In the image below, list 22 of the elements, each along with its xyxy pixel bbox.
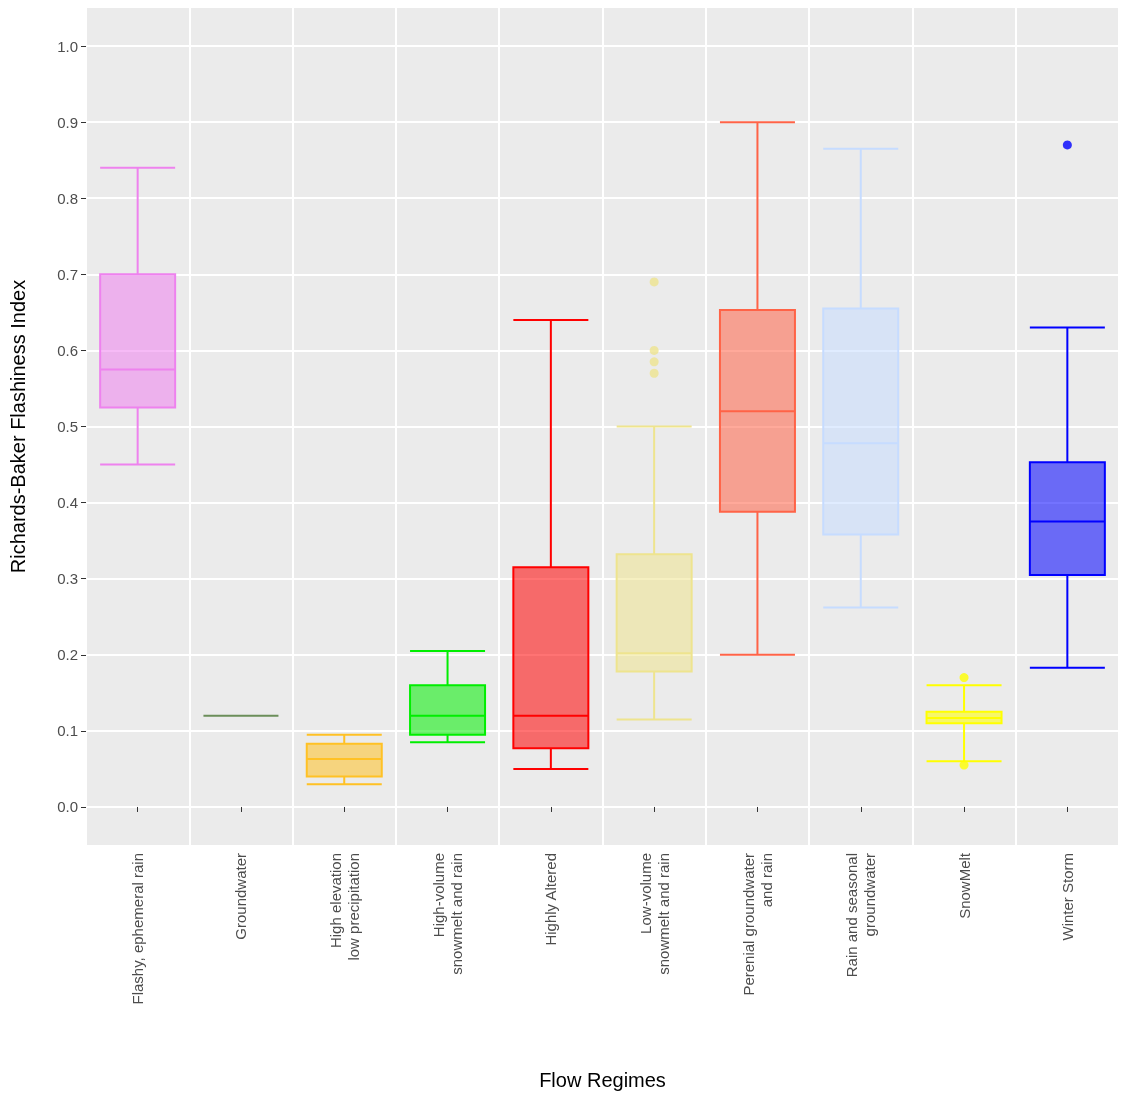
- x-tick-label: Highly Altered: [542, 853, 560, 946]
- y-tick-label: 1.0: [57, 37, 78, 55]
- x-tick-label: Flashy, ephemeral rain: [129, 853, 147, 1005]
- y-tick-label: 0.4: [57, 494, 78, 512]
- y-tick-label: 0.0: [57, 798, 78, 816]
- y-tick-label: 0.9: [57, 113, 78, 131]
- x-tick-label: Rain and seasonal groundwater: [843, 853, 879, 978]
- y-tick-label: 0.7: [57, 265, 78, 283]
- y-tick-label: 0.2: [57, 646, 78, 664]
- y-tick-label: 0.6: [57, 341, 78, 359]
- x-tick-label: Winter Storm: [1058, 853, 1076, 941]
- y-axis-title: Richards-Baker Flashiness Index: [7, 279, 29, 574]
- x-tick-label: SnowMelt: [955, 852, 973, 919]
- y-tick-label: 0.1: [57, 722, 78, 740]
- x-tick-label: Groundwater: [232, 853, 250, 940]
- y-tick-label: 0.8: [57, 189, 78, 207]
- y-tick-label: 0.5: [57, 418, 78, 435]
- y-tick-label: 0.3: [57, 570, 78, 588]
- x-axis-title: Flow Regimes: [539, 1069, 666, 1091]
- x-tick-label: Low-volume snowmelt and rain: [636, 853, 672, 975]
- x-tick-label: High elevation low precipitation: [326, 853, 362, 961]
- x-tick-label: Perenial groundwater and rain: [739, 853, 775, 996]
